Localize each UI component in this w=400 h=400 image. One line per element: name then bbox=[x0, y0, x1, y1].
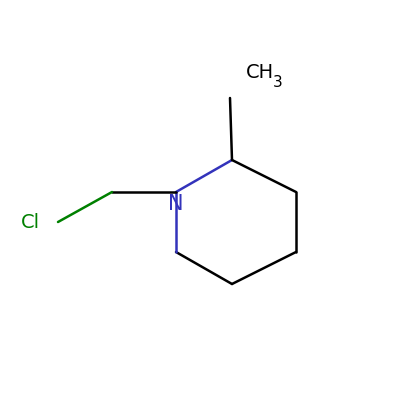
Text: CH: CH bbox=[246, 63, 274, 82]
Text: N: N bbox=[168, 194, 184, 214]
Text: 3: 3 bbox=[273, 75, 283, 90]
Text: Cl: Cl bbox=[20, 212, 40, 232]
